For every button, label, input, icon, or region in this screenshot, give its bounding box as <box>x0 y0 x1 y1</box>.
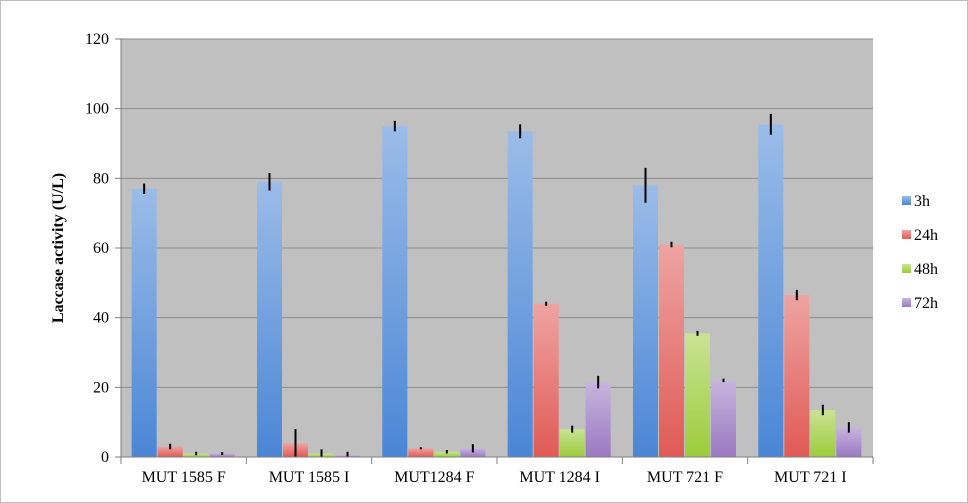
y-tick-label: 0 <box>101 449 109 466</box>
bar-24h-3 <box>533 303 559 457</box>
y-tick-label: 120 <box>85 31 109 48</box>
bar-48h-2 <box>434 451 460 457</box>
legend: 3h 24h 48h 72h <box>902 193 938 312</box>
bar-3h-3 <box>507 131 533 457</box>
bars <box>131 113 862 458</box>
bar-48h-3 <box>559 429 585 457</box>
bar-24h-0 <box>157 446 183 457</box>
axes <box>115 38 874 464</box>
x-category-label: MUT 1284 I <box>519 469 600 486</box>
bar-48h-5 <box>810 409 836 457</box>
legend-label: 24h <box>914 227 938 244</box>
y-axis-title: Laccase activity (U/L) <box>50 173 67 323</box>
y-tick-label: 40 <box>93 310 109 327</box>
legend-label: 72h <box>914 295 938 312</box>
bar-72h-3 <box>585 382 611 457</box>
x-category-label: MUT 721 I <box>774 469 847 486</box>
bar-24h-5 <box>784 295 810 457</box>
bar-72h-4 <box>711 380 737 457</box>
y-tick-label: 20 <box>93 379 109 396</box>
gridlines <box>121 38 873 388</box>
bar-24h-4 <box>658 244 684 457</box>
x-category-label: MUT 1585 I <box>269 469 350 486</box>
legend-swatch <box>902 230 911 239</box>
legend-swatch <box>902 298 911 307</box>
legend-swatch <box>902 196 911 205</box>
bar-3h-2 <box>382 126 408 457</box>
bar-72h-0 <box>209 453 235 457</box>
bar-48h-4 <box>685 333 711 457</box>
x-category-label: MUT 721 F <box>647 469 723 486</box>
y-tick-label: 100 <box>85 101 109 118</box>
x-category-labels: MUT 1585 F MUT 1585 I MUT1284 F MUT 1284 I M… <box>142 469 847 486</box>
bar-3h-5 <box>758 124 784 457</box>
bar-3h-0 <box>131 188 157 457</box>
x-category-label: MUT 1585 F <box>142 469 226 486</box>
bar-72h-2 <box>460 448 486 457</box>
bar-24h-2 <box>408 448 434 457</box>
y-tick-labels: 0 20 40 60 80 100 120 <box>85 31 109 466</box>
x-category-label: MUT1284 F <box>394 469 475 486</box>
y-tick-label: 60 <box>93 240 109 257</box>
bar-3h-4 <box>632 185 658 458</box>
y-tick-label: 80 <box>93 170 109 187</box>
legend-swatch <box>902 264 911 273</box>
legend-label: 3h <box>914 193 930 210</box>
bar-3h-1 <box>256 181 282 457</box>
legend-label: 48h <box>914 261 938 278</box>
